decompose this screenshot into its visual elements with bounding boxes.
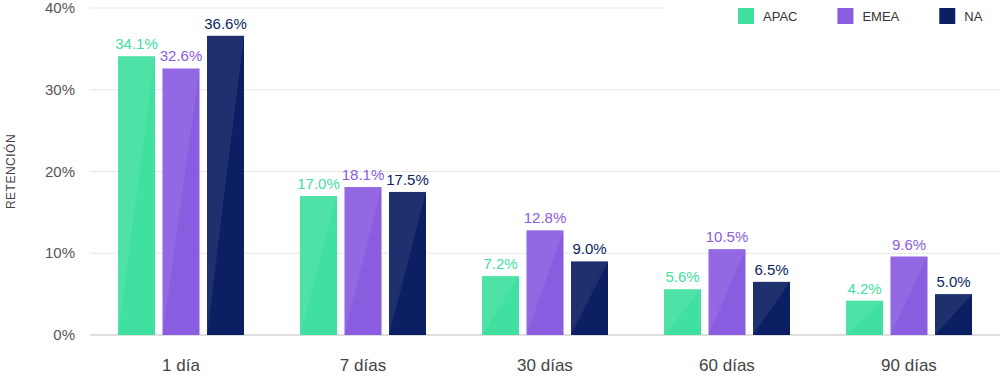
bars (118, 36, 972, 335)
category-label: 1 día (162, 356, 200, 375)
bar (527, 230, 564, 335)
data-label: 9.6% (892, 236, 926, 253)
tick-label: 10% (45, 244, 75, 261)
y-axis (90, 8, 91, 335)
legend-label: EMEA (862, 9, 899, 24)
bar (753, 282, 790, 335)
data-label: 18.1% (342, 166, 385, 183)
data-label: 5.0% (936, 273, 970, 290)
tick-label: 0% (53, 326, 75, 343)
bar-shade (891, 257, 928, 335)
bar-shade (846, 301, 883, 335)
category-label: 30 días (517, 356, 573, 375)
tick-label: 30% (45, 81, 75, 98)
bar (300, 196, 337, 335)
bar-shade (345, 187, 382, 335)
data-label: 9.0% (572, 240, 606, 257)
data-label: 7.2% (483, 255, 517, 272)
bar-shade (753, 282, 790, 335)
bar (664, 289, 701, 335)
bar (891, 257, 928, 335)
data-label: 17.0% (297, 175, 340, 192)
data-label: 5.6% (665, 268, 699, 285)
category-label: 60 días (699, 356, 755, 375)
legend-swatch (939, 8, 955, 24)
bar (207, 36, 244, 335)
bar (935, 294, 972, 335)
tick-label: 20% (45, 163, 75, 180)
bar-shade (118, 56, 155, 335)
tick-label: 40% (45, 0, 75, 16)
data-label: 6.5% (754, 261, 788, 278)
bar-shade (527, 230, 564, 335)
axis-title: RETENCIÓN (3, 134, 18, 209)
bar-shade (163, 68, 200, 335)
data-label: 36.6% (204, 15, 247, 32)
data-label: 10.5% (706, 228, 749, 245)
bar-shade (207, 36, 244, 335)
legend-swatch (738, 8, 754, 24)
bar-shade (571, 261, 608, 335)
bar-shade (300, 196, 337, 335)
bar (163, 68, 200, 335)
data-label: 12.8% (524, 209, 567, 226)
bar-shade (482, 276, 519, 335)
legend-label: APAC (763, 9, 797, 24)
chart: 0% 10% 20% 30% 40% RETENCIÓN 34.1%32.6%36.6% 17… (0, 0, 1000, 378)
category-label: 90 días (881, 356, 937, 375)
data-label: 34.1% (115, 35, 158, 52)
bar (345, 187, 382, 335)
bar-shade (664, 289, 701, 335)
legend: APAC EMEA NA (665, 0, 1000, 34)
bar (846, 301, 883, 335)
bar-shade (389, 192, 426, 335)
bar-shade (709, 249, 746, 335)
category-label: 7 días (340, 356, 386, 375)
data-label: 4.2% (847, 280, 881, 297)
bar (389, 192, 426, 335)
data-label: 17.5% (386, 171, 429, 188)
data-labels: 34.1%32.6%36.6% 17.0%18.1%17.5% 7.2% 12.8% 9… (115, 15, 970, 297)
bar-shade (935, 294, 972, 335)
legend-background (665, 0, 1000, 34)
legend-swatch (837, 8, 853, 24)
bar (571, 261, 608, 335)
bar (709, 249, 746, 335)
legend-label: NA (964, 9, 982, 24)
data-label: 32.6% (160, 47, 203, 64)
bar (482, 276, 519, 335)
bar (118, 56, 155, 335)
